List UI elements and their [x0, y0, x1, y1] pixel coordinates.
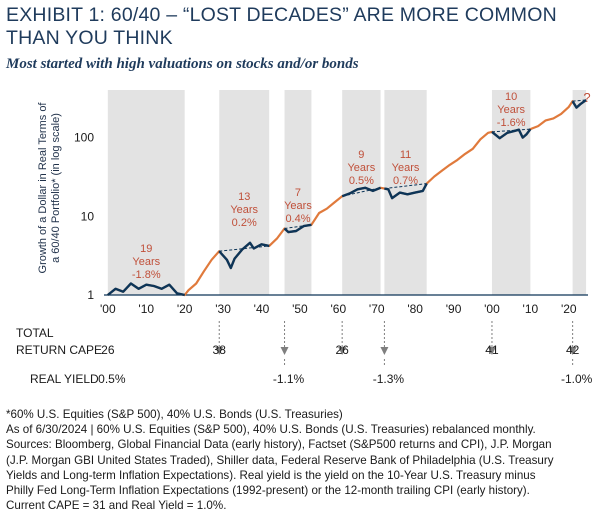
- x-tick-label: '40: [254, 302, 270, 316]
- footnote-line: (J.P. Morgan GBI United States Traded), …: [6, 453, 554, 467]
- footnote-line: Philly Fed Long-Term Inflation Expectati…: [6, 484, 530, 498]
- page-subtitle: Most started with high valuations on sto…: [6, 56, 359, 72]
- shaded-periods: [107, 90, 587, 295]
- arrow-head: [380, 347, 389, 355]
- x-tick-label: '20: [561, 302, 577, 316]
- shaded-period: [342, 90, 381, 295]
- cape-value: 26: [335, 343, 349, 357]
- cape-value: 41: [485, 343, 499, 357]
- annotation-return: -1.6%: [497, 117, 526, 129]
- series-line-navy: [341, 186, 382, 198]
- annotation-years-count: 19: [140, 243, 152, 255]
- footnotes: *60% U.S. Equities (S&P 500), 40% U.S. B…: [6, 407, 602, 513]
- x-tick-label: '90: [446, 302, 462, 316]
- annotation-years-label: Years: [132, 256, 160, 268]
- arrow-head: [338, 347, 347, 355]
- series-line-navy: [384, 183, 428, 200]
- x-axis-ticks: '00 '10 '20 '30 '40 '50 '60 '70 '80 '90 '00 '10 '20: [100, 302, 577, 316]
- shaded-period: [284, 90, 312, 295]
- x-tick-label: '70: [369, 302, 385, 316]
- annotation-question-mark: ?: [583, 90, 590, 105]
- annotation-years-count: 11: [400, 149, 411, 161]
- annotation-return: 0.4%: [285, 213, 310, 225]
- flat-return-dashed-line: [219, 245, 270, 252]
- footnote-line: *60% U.S. Equities (S&P 500), 40% U.S. B…: [6, 408, 343, 421]
- flat-return-dashed-line: [491, 128, 531, 133]
- cape-label-line1: TOTAL: [16, 326, 54, 340]
- cape-value: 26: [101, 343, 115, 357]
- y-axis-label-line1: Growth of a Dollar in Real Terms of: [37, 102, 49, 274]
- x-tick-label: '80: [407, 302, 423, 316]
- title-line-2: THAN YOU THINK: [6, 27, 173, 49]
- x-tick-label: '30: [215, 302, 231, 316]
- annotation-years-label: Years: [392, 162, 420, 174]
- flat-return-dashed-line: [572, 99, 587, 102]
- annotation-return: -1.8%: [132, 269, 161, 281]
- cape-value: 42: [566, 343, 580, 357]
- series-line-navy: [218, 241, 270, 270]
- page-title: EXHIBIT 1: 60/40 – “LOST DECADES” ARE MO…: [6, 4, 596, 50]
- x-tick-label: '00: [100, 302, 116, 316]
- footnote-line: Sources: Bloomberg, Global Financial Dat…: [6, 438, 552, 452]
- annotation-years-label: Years: [284, 200, 312, 212]
- x-tick-label: '20: [177, 302, 193, 316]
- series-line-navy: [571, 99, 587, 109]
- flat-return-dashed-line: [384, 183, 427, 190]
- y-axis-ticks: 1 10 100: [74, 131, 94, 302]
- cape-label-line2: RETURN CAPE: [16, 343, 102, 357]
- annotation-years-label: Years: [497, 104, 525, 116]
- shaded-period: [491, 90, 531, 295]
- flat-return-dashed-line: [284, 224, 312, 229]
- x-tick-label: '50: [292, 302, 308, 316]
- real-yield-value: -1.0%: [561, 372, 593, 386]
- x-tick-label: '60: [330, 302, 346, 316]
- title-line-1: EXHIBIT 1: 60/40 – “LOST DECADES” ARE MO…: [6, 4, 557, 26]
- shaded-period: [107, 90, 185, 295]
- valuation-table: 26 38 26 41 42 0.5% -1.1% -1.3% -1.0%: [98, 321, 593, 386]
- x-tick-label: '00: [484, 302, 500, 316]
- y-tick-label: 100: [74, 131, 94, 145]
- real-yield-value: -1.1%: [273, 372, 305, 386]
- decade-annotations: 19Years-1.8%13Years0.2%7Years0.4%9Years0…: [132, 90, 591, 281]
- annotation-years-label: Years: [230, 204, 258, 216]
- y-tick-label: 10: [81, 209, 95, 223]
- series-line-navy: [107, 282, 185, 297]
- annotation-return: 0.7%: [393, 175, 418, 187]
- annotation-return: 0.2%: [232, 217, 257, 229]
- annotation-years-count: 7: [295, 187, 301, 199]
- annotation-years-count: 9: [358, 149, 364, 161]
- footnote-line: Yields and Long-term Inflation Expectati…: [6, 468, 536, 482]
- series-lines: [107, 99, 587, 297]
- real-yield-value: -1.3%: [373, 372, 405, 386]
- real-yield-label: REAL YIELD: [30, 372, 99, 386]
- arrow-head: [568, 347, 577, 355]
- real-yield-value: 0.5%: [98, 372, 126, 386]
- cape-value: 38: [213, 343, 227, 357]
- footnote-line: Current CAPE = 31 and Real Yield = 1.0%.: [6, 499, 227, 513]
- arrow-head: [487, 347, 496, 355]
- footnote-line: As of 6/30/2024 | 60% U.S. Equities (S&P…: [6, 423, 536, 437]
- y-tick-label: 1: [87, 288, 94, 302]
- shaded-period: [572, 90, 587, 295]
- annotation-return: 0.5%: [349, 175, 374, 187]
- flat-return-dashed-line: [342, 187, 381, 197]
- arrow-head: [215, 347, 224, 355]
- x-tick-label: '10: [138, 302, 154, 316]
- annotation-years-count: 10: [505, 91, 517, 103]
- x-tick-label: '10: [523, 302, 539, 316]
- annotation-years-count: 13: [238, 191, 250, 203]
- y-axis-label-line2: a 60/40 Portfolio* (in log scale): [50, 113, 62, 263]
- annotation-years-label: Years: [347, 162, 375, 174]
- arrow-head: [280, 347, 289, 355]
